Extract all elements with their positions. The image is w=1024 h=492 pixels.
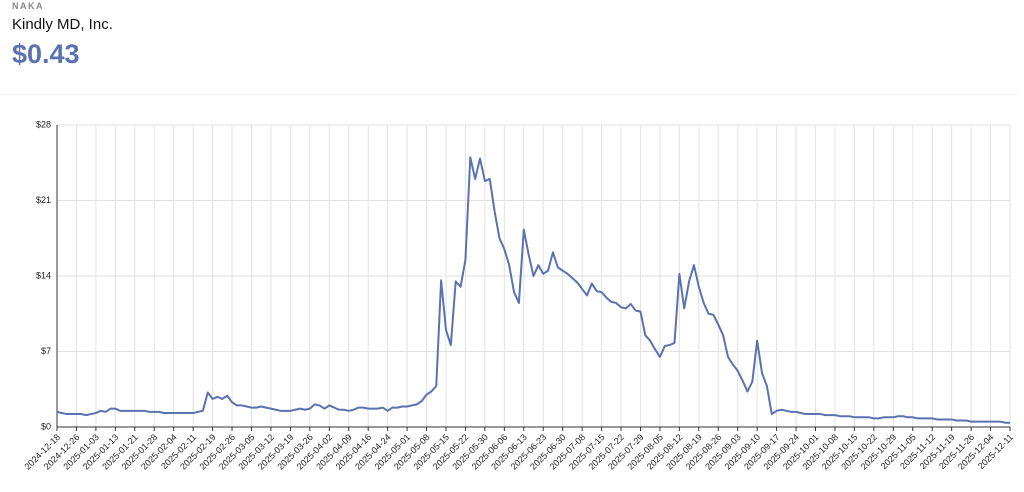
y-tick-label: $21 (36, 195, 51, 205)
ticker: NAKA (12, 1, 44, 11)
header: NAKA Kindly MD, Inc. $0.43 (12, 0, 113, 70)
divider (0, 94, 1018, 95)
company-name: Kindly MD, Inc. (12, 16, 113, 33)
y-tick-label: $0 (41, 421, 51, 431)
y-tick-label: $14 (36, 270, 51, 280)
price: $0.43 (12, 39, 80, 69)
y-tick-label: $7 (41, 346, 51, 356)
y-tick-label: $28 (36, 119, 51, 129)
price-line (56, 156, 1010, 424)
